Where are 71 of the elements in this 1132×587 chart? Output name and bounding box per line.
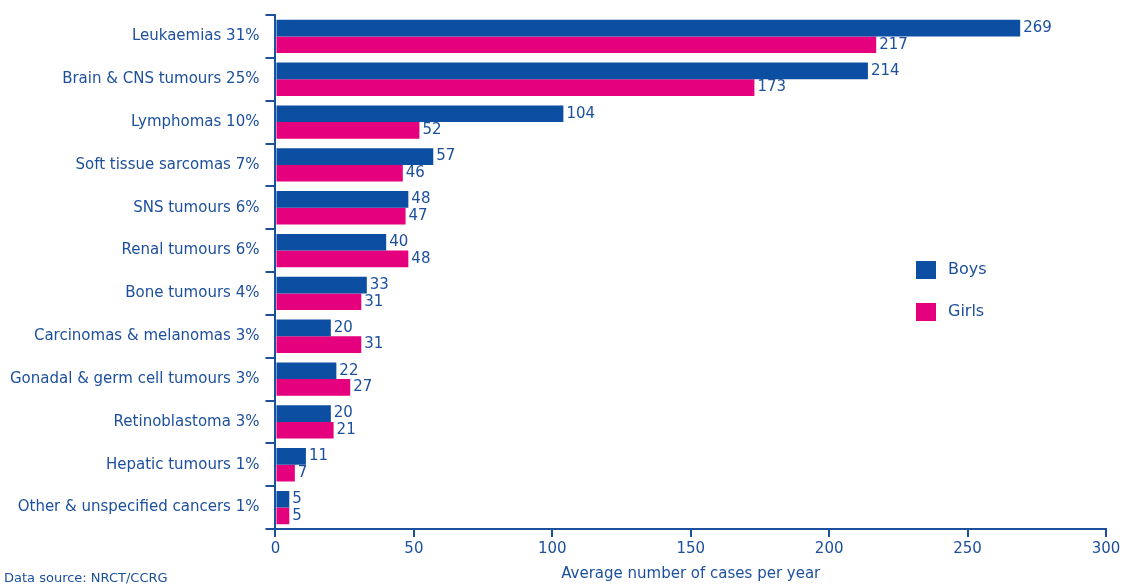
data-label: 52 bbox=[422, 120, 442, 139]
y-tick-label: Bone tumours 4% bbox=[125, 283, 260, 302]
data-label: 33 bbox=[369, 274, 389, 293]
legend-label: Girls bbox=[948, 301, 985, 321]
bar bbox=[276, 105, 564, 123]
bar bbox=[276, 319, 331, 337]
y-tick-label: Retinoblastoma 3% bbox=[113, 411, 260, 430]
data-label: 173 bbox=[757, 77, 787, 96]
bar bbox=[276, 448, 306, 465]
y-tick-label: Other & unspecified cancers 1% bbox=[17, 497, 260, 516]
y-tick-label: Leukaemias 31% bbox=[131, 26, 260, 45]
data-label: 57 bbox=[436, 146, 456, 165]
bar bbox=[276, 207, 406, 225]
data-label: 20 bbox=[333, 317, 353, 336]
source-note: Data source: NRCT/CCRG bbox=[4, 569, 168, 585]
bar bbox=[276, 79, 755, 96]
bar bbox=[276, 421, 334, 439]
bar bbox=[276, 362, 337, 380]
y-tick-label: Gonadal & germ cell tumours 3% bbox=[9, 368, 260, 387]
y-tick-label: SNS tumours 6% bbox=[133, 197, 260, 216]
bar bbox=[276, 276, 367, 294]
bar bbox=[276, 233, 387, 251]
bar bbox=[276, 148, 434, 165]
data-label: 7 bbox=[297, 462, 308, 481]
bar bbox=[276, 464, 295, 482]
x-axis-title: Average number of cases per year bbox=[561, 563, 822, 582]
bar bbox=[276, 405, 331, 422]
data-label: 21 bbox=[336, 420, 356, 439]
bar bbox=[276, 490, 290, 508]
bar bbox=[276, 62, 868, 80]
bar bbox=[276, 19, 1021, 37]
bar bbox=[276, 122, 420, 139]
bar bbox=[276, 379, 351, 396]
data-label: 48 bbox=[411, 248, 431, 267]
bar bbox=[276, 250, 409, 268]
data-label: 5 bbox=[292, 489, 302, 508]
bar bbox=[276, 293, 362, 311]
x-tick-label: 150 bbox=[676, 538, 706, 557]
x-tick-label: 50 bbox=[404, 538, 424, 557]
data-label: 48 bbox=[411, 189, 431, 208]
y-tick-label: Hepatic tumours 1% bbox=[105, 454, 260, 473]
bar bbox=[276, 164, 403, 182]
bar bbox=[276, 336, 362, 353]
data-label: 46 bbox=[405, 163, 425, 182]
y-tick-label: Lymphomas 10% bbox=[131, 111, 260, 130]
x-tick-label: 300 bbox=[1091, 538, 1121, 557]
x-tick-label: 250 bbox=[953, 538, 982, 557]
x-tick-label: 0 bbox=[270, 538, 281, 557]
y-tick-label: Carcinomas & melanomas 3% bbox=[33, 326, 260, 345]
data-label: 214 bbox=[870, 60, 900, 79]
y-tick-label: Renal tumours 6% bbox=[121, 240, 260, 259]
data-label: 31 bbox=[364, 334, 384, 353]
data-label: 217 bbox=[879, 34, 908, 53]
y-tick-label: Soft tissue sarcomas 7% bbox=[75, 154, 260, 173]
y-tick-label: Brain & CNS tumours 25% bbox=[62, 69, 260, 88]
bar bbox=[276, 191, 409, 208]
data-label: 31 bbox=[364, 291, 384, 310]
x-tick-label: 100 bbox=[537, 538, 567, 557]
data-label: 27 bbox=[353, 377, 373, 396]
data-label: 40 bbox=[389, 232, 409, 251]
data-label: 269 bbox=[1023, 17, 1052, 36]
data-label: 104 bbox=[566, 103, 596, 122]
data-label: 47 bbox=[408, 205, 428, 224]
data-label: 11 bbox=[308, 446, 328, 465]
data-label: 5 bbox=[292, 505, 302, 524]
bar bbox=[276, 36, 877, 54]
bar bbox=[276, 507, 290, 525]
x-tick-label: 200 bbox=[814, 538, 844, 557]
data-label: 20 bbox=[333, 403, 353, 422]
legend-label: Boys bbox=[948, 259, 987, 279]
data-label: 22 bbox=[339, 360, 359, 379]
